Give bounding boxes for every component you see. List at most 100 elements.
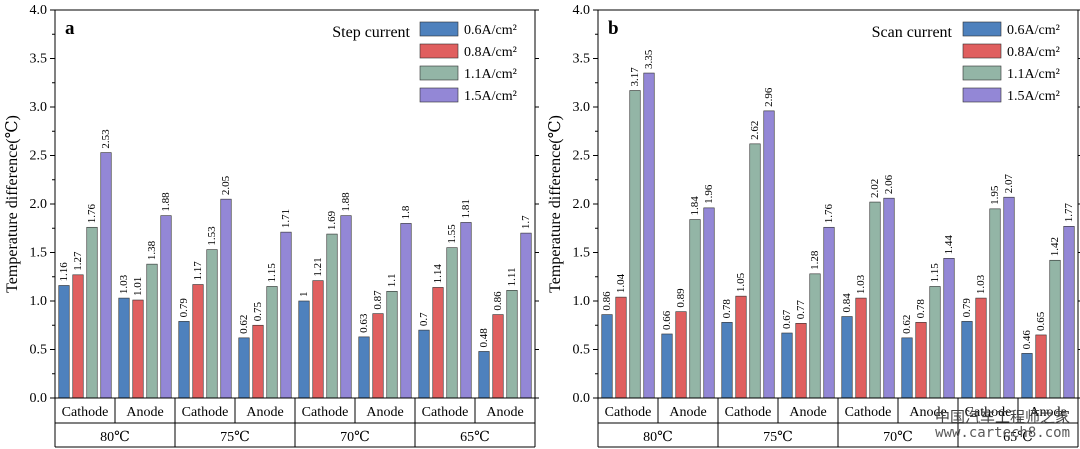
legend-swatch [962,65,1002,81]
data-label: 0.66 [661,310,673,330]
category-label: Anode [909,405,946,420]
bar [823,226,835,399]
bar [400,223,412,399]
data-label: 1.03 [855,274,867,294]
y-axis-label: Temperature difference(℃) [4,115,21,293]
category-label: Cathode [845,405,892,420]
data-label: 1.55 [446,224,458,244]
bar [781,332,793,399]
data-label: 1.69 [326,210,338,230]
bar [446,247,458,399]
data-label: 1.53 [206,226,218,246]
group-label: 70℃ [883,430,913,445]
y-tick-label: 2.0 [573,197,591,212]
legend: 0.6A/cm² 0.8A/cm² 1.1A/cm² 1.5A/cm² [962,21,1060,104]
bar [901,337,913,399]
bar [1049,259,1061,399]
bar [615,296,627,399]
bar [735,295,747,399]
group-label: 75℃ [220,430,250,445]
bar [943,258,955,399]
data-label: 0.63 [358,313,370,333]
watermark-title: 中国汽车工程师之家 [934,408,1070,426]
panel-label: b [608,18,619,39]
bar [989,208,1001,399]
y-tick-label: 2.5 [573,149,591,164]
y-tick-label: 2.0 [30,197,48,212]
y-tick-label: 3.5 [573,52,591,67]
group-label: 70℃ [340,430,370,445]
bar [643,72,655,399]
data-label: 0.75 [252,302,264,322]
data-label: 1.7 [520,215,532,229]
data-label: 1.1 [386,274,398,288]
bar [220,198,232,399]
legend-label: 0.6A/cm² [464,23,517,38]
data-label: 0.89 [675,288,687,308]
data-label: 1.28 [809,250,821,270]
bar [132,299,144,399]
category-label: Anode [486,405,523,420]
data-label: 0.46 [1021,330,1033,350]
data-label: 0.84 [841,293,853,313]
data-label: 1.44 [943,235,955,255]
bar [118,297,130,399]
bar [661,333,673,399]
data-label: 1.04 [615,273,627,293]
data-label: 1.76 [86,204,98,224]
data-label: 0.78 [915,299,927,319]
data-label: 1.05 [735,272,747,292]
category-label: Cathode [62,405,109,420]
legend-swatch [419,65,459,81]
data-label: 0.48 [478,328,490,348]
bar [238,337,250,399]
data-label: 1.21 [312,257,324,276]
data-label: 0.79 [178,298,190,318]
chart-title: Scan current [872,24,953,41]
bar [460,222,472,399]
bar [703,207,715,399]
bar [432,287,444,399]
y-tick-label: 1.0 [573,294,591,309]
data-label: 1.03 [118,274,130,294]
bar [601,314,613,399]
bar [386,290,398,399]
bar [252,324,264,399]
bar [520,232,532,399]
panel-label: a [65,18,75,39]
bar [915,322,927,399]
bar [478,351,490,399]
legend-label: 0.8A/cm² [464,45,517,60]
data-label: 2.96 [763,87,775,107]
bar [1021,353,1033,399]
bar [192,284,204,399]
data-label: 1.95 [989,185,1001,205]
legend-swatch [962,87,1002,103]
bar [809,273,821,399]
category-label: Cathode [302,405,349,420]
bar [146,263,158,399]
data-label: 1.88 [340,192,352,212]
data-label: 1.84 [689,196,701,216]
bar [280,231,292,399]
category-label: Anode [366,405,403,420]
bar [326,233,338,399]
bar [86,226,98,399]
bar [1003,196,1015,399]
category-label: Cathode [422,405,469,420]
group-label: 80℃ [100,430,130,445]
bar [689,219,701,399]
y-tick-label: 4.0 [30,3,48,18]
watermark-url: www.cartech8.com [935,425,1070,441]
legend-label: 1.1A/cm² [464,67,517,82]
data-label: 1.14 [432,264,444,284]
bar [749,143,761,399]
data-label: 0.79 [961,298,973,318]
data-label: 1 [298,292,310,298]
legend-label: 0.6A/cm² [1007,23,1060,38]
bar [372,313,384,399]
legend-label: 0.8A/cm² [1007,45,1060,60]
bar [312,280,324,399]
data-label: 1.8 [400,205,412,219]
